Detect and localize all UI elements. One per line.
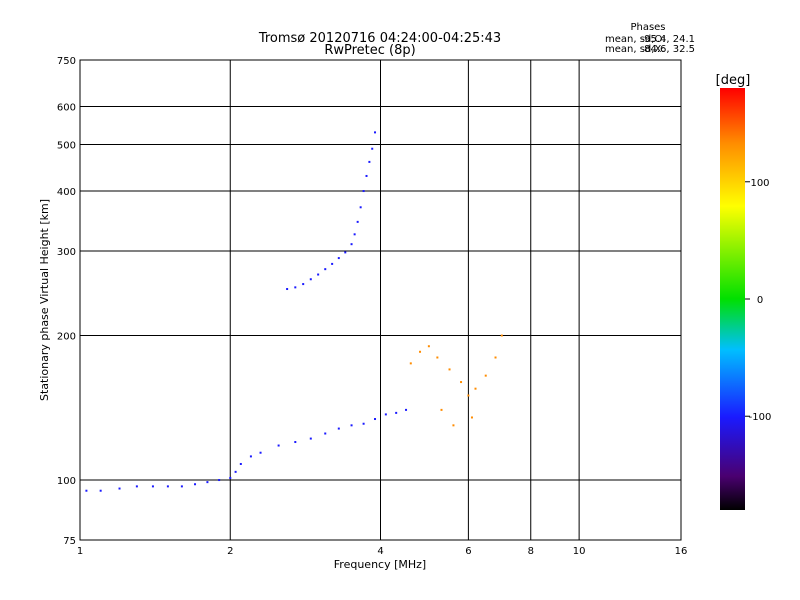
data-point <box>337 257 340 260</box>
data-point <box>249 455 252 458</box>
data-point <box>374 131 377 134</box>
x-tick-label: 10 <box>573 546 586 557</box>
data-point <box>277 444 280 447</box>
y-tick-label: 400 <box>57 187 76 198</box>
data-point <box>500 334 503 337</box>
plot-frame <box>79 59 682 541</box>
data-point <box>405 408 408 411</box>
colorbar-tick-label: 100 <box>750 178 769 189</box>
chart-subtitle: RwPretec (8p) <box>324 43 415 58</box>
data-point <box>436 356 439 359</box>
x-tick-label: 1 <box>77 546 83 557</box>
data-point <box>194 483 197 486</box>
data-point <box>286 288 289 291</box>
data-point <box>218 479 221 482</box>
x-tick-label: 2 <box>227 546 233 557</box>
data-point <box>331 262 334 265</box>
data-point <box>409 362 412 365</box>
data-point <box>356 220 359 223</box>
x-tick-label: 4 <box>377 546 383 557</box>
data-point <box>371 147 374 150</box>
data-point <box>118 487 121 490</box>
y-tick-label: 600 <box>57 103 76 114</box>
y-tick-label: 500 <box>57 141 76 152</box>
data-point <box>365 174 368 177</box>
data-point <box>309 437 312 440</box>
y-tick-label: 300 <box>57 247 76 258</box>
data-point <box>467 394 470 397</box>
data-point <box>151 485 154 488</box>
y-tick-label: 750 <box>57 56 76 67</box>
data-point <box>135 485 138 488</box>
y-tick-label: 75 <box>63 536 76 547</box>
data-point <box>362 190 365 193</box>
phases-title: Phases <box>630 22 665 33</box>
data-point <box>419 350 422 353</box>
data-point <box>494 356 497 359</box>
data-point <box>368 160 371 163</box>
phases-o-label: mean, sd,O: <box>605 34 666 45</box>
x-axis-ticks: 1 2 4 6 8 10 16 <box>77 546 688 557</box>
chart-title: Tromsø 20120716 04:24:00-04:25:43 <box>258 31 501 46</box>
colorbar-tick-label: 0 <box>757 295 763 306</box>
data-point <box>384 413 387 416</box>
data-point <box>374 418 377 421</box>
data-point <box>452 424 455 427</box>
data-point <box>294 441 297 444</box>
data-point <box>302 283 305 286</box>
data-point <box>239 462 242 465</box>
data-point <box>180 485 183 488</box>
data-point <box>440 408 443 411</box>
data-point <box>395 411 398 414</box>
colorbar-ticks: 100 0 -100 <box>745 178 771 423</box>
data-point <box>317 273 320 276</box>
data-point <box>353 233 356 236</box>
x-axis-label: Frequency [MHz] <box>334 558 426 571</box>
data-point <box>359 206 362 209</box>
data-point <box>350 243 353 246</box>
data-point <box>324 268 327 271</box>
data-point <box>294 286 297 289</box>
data-point <box>234 470 237 473</box>
y-tick-label: 100 <box>57 476 76 487</box>
y-tick-label: 200 <box>57 332 76 343</box>
data-point <box>350 424 353 427</box>
data-point <box>427 345 430 348</box>
x-tick-label: 6 <box>465 546 471 557</box>
data-point <box>460 381 463 384</box>
colorbar-label: [deg] <box>716 73 751 88</box>
y-axis-ticks: 75 100 200 300 400 500 600 750 <box>57 56 76 547</box>
data-points <box>85 131 503 492</box>
data-point <box>85 489 88 492</box>
data-point <box>324 432 327 435</box>
data-point <box>206 481 209 484</box>
data-point <box>166 485 169 488</box>
y-axis-label: Stationary phase Virtual Height [km] <box>38 199 51 401</box>
data-point <box>344 251 347 254</box>
data-point <box>470 416 473 419</box>
phases-x-label: mean, sd,X: <box>605 44 665 55</box>
data-point <box>474 387 477 390</box>
x-tick-label: 16 <box>675 546 688 557</box>
data-point <box>337 427 340 430</box>
data-point <box>99 489 102 492</box>
data-point <box>309 278 312 281</box>
data-point <box>229 476 232 479</box>
phases-o-values: -95.4, 24.1 <box>641 34 696 45</box>
data-point <box>448 368 451 371</box>
data-point <box>484 374 487 377</box>
grid-lines <box>80 60 681 540</box>
x-tick-label: 8 <box>528 546 534 557</box>
colorbar-tick-label: -100 <box>749 412 772 423</box>
data-point <box>259 451 262 454</box>
colorbar <box>720 88 745 510</box>
data-point <box>362 422 365 425</box>
phases-x-values: 84.6, 32.5 <box>644 44 695 55</box>
